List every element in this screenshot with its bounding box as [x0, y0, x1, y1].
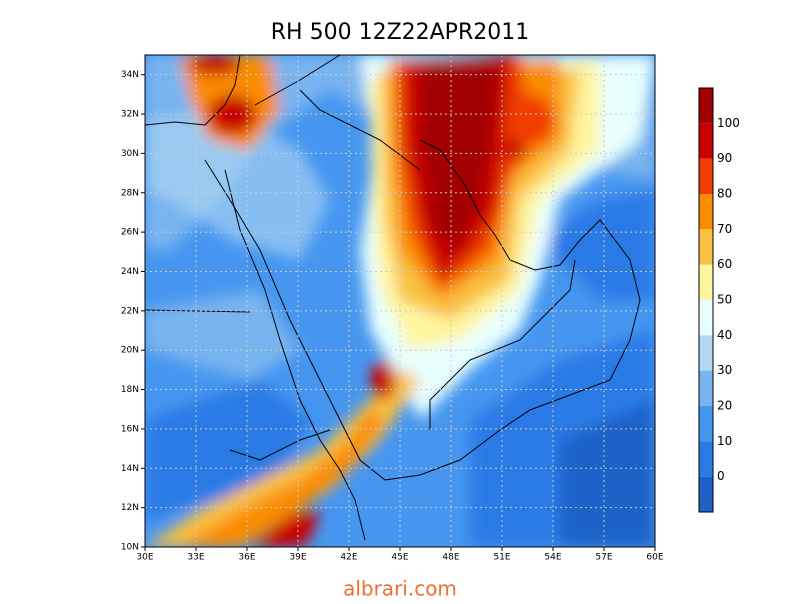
colorbar-swatch	[699, 194, 713, 230]
colorbar-label: 0	[717, 469, 725, 483]
colorbar-swatch	[699, 158, 713, 194]
lon-label: 42E	[340, 553, 357, 563]
colorbar-label: 90	[717, 151, 732, 165]
lat-label: 26N	[121, 228, 139, 238]
colorbar-label: 60	[717, 257, 732, 271]
gridlines	[145, 55, 655, 547]
colorbar-swatch	[699, 300, 713, 336]
colorbar-label: 30	[717, 363, 732, 377]
lat-label: 16N	[121, 424, 139, 434]
lon-label: 60E	[646, 553, 663, 563]
map-title: RH 500 12Z22APR2011	[271, 20, 529, 45]
lat-label: 12N	[121, 503, 139, 513]
lat-label: 30N	[121, 149, 139, 159]
lon-label: 30E	[136, 553, 153, 563]
colorbar-swatch	[699, 406, 713, 442]
lon-label: 57E	[595, 553, 612, 563]
colorbar-label: 50	[717, 293, 732, 307]
lat-label: 34N	[121, 70, 139, 80]
colorbar-label: 70	[717, 222, 732, 236]
lat-label: 20N	[121, 346, 139, 356]
colorbar-swatch	[699, 264, 713, 300]
lat-label: 22N	[121, 306, 139, 316]
colorbar-frame	[698, 87, 714, 513]
colorbar-swatch	[699, 441, 713, 477]
colorbar-swatch	[699, 229, 713, 265]
coastlines	[145, 55, 641, 541]
colorbar-swatch	[699, 370, 713, 406]
lon-label: 36E	[238, 553, 255, 563]
lat-label: 18N	[121, 385, 139, 395]
lat-label: 10N	[121, 543, 139, 553]
colorbar-label: 20	[717, 399, 732, 413]
colorbar-label: 100	[717, 116, 740, 130]
colorbar-label: 40	[717, 328, 732, 342]
lat-label: 32N	[121, 110, 139, 120]
lat-label: 24N	[121, 267, 139, 277]
colorbar-label: 10	[717, 434, 732, 448]
lat-label: 28N	[121, 188, 139, 198]
colorbar-swatch	[699, 476, 713, 512]
colorbar-swatch	[699, 335, 713, 371]
lon-label: 51E	[493, 553, 510, 563]
lon-label: 33E	[187, 553, 204, 563]
lon-label: 48E	[442, 553, 459, 563]
colorbar-swatch	[699, 123, 713, 159]
lon-label: 45E	[391, 553, 408, 563]
colorbar-label: 80	[717, 187, 732, 201]
rh-field	[145, 55, 655, 547]
lon-label: 54E	[544, 553, 561, 563]
axis-labels: 30E 33E 36E 39E 42E 45E 48E 51E 54E 57E 60E 10N 12N 1…	[121, 70, 664, 562]
lat-label: 14N	[121, 464, 139, 474]
colorbar-swatch	[699, 88, 713, 124]
lon-label: 39E	[289, 553, 306, 563]
watermark: albrari.com	[343, 577, 457, 601]
